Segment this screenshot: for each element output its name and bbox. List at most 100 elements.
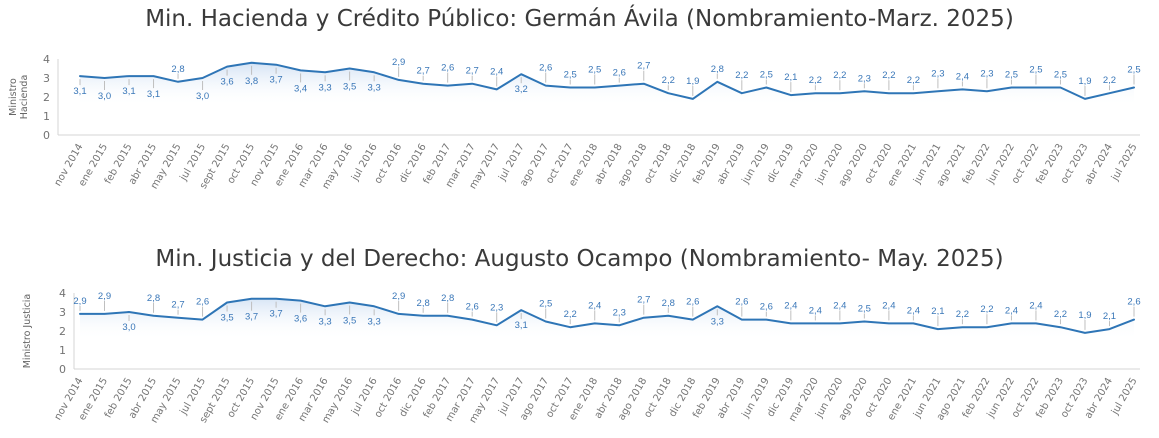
y-axis-tick-label: 0 [59,363,66,376]
data-point-label: 2,7 [637,61,650,72]
data-point-label: 2,4 [833,300,846,311]
data-point-label: 3,3 [368,316,381,327]
data-point-label: 2,6 [539,63,552,74]
data-point-label: 2,2 [980,304,993,315]
data-point-label: 3,2 [515,84,528,95]
data-point-label: 2,4 [956,71,969,82]
data-point-label: 2,5 [760,70,773,81]
data-point-label: 3,1 [73,86,86,97]
data-point-label: 2,2 [956,309,969,320]
data-point-label: 2,8 [171,64,184,75]
data-point-label: 2,4 [784,300,797,311]
data-point-label: 2,4 [490,66,503,77]
y-axis-tick-label: 2 [43,91,50,104]
data-point-label: 3,8 [245,76,258,87]
data-point-label: 3,5 [220,313,233,324]
data-point-label: 3,5 [343,316,356,327]
data-point-label: 2,3 [490,302,503,313]
data-point-label: 2,7 [417,66,430,77]
data-point-label: 2,6 [1127,297,1140,308]
data-point-label: 2,9 [392,291,405,302]
data-point-label: 2,7 [637,295,650,306]
data-point-label: 2,4 [809,305,822,316]
data-point-label: 3,3 [319,82,332,93]
data-point-label: 1,9 [1078,76,1091,87]
y-axis-tick-label: 2 [59,325,66,338]
justicia-chart: Min. Justicia y del Derecho: Augusto Oca… [0,219,1159,438]
data-point-label: 2,9 [98,291,111,302]
data-point-label: 2,7 [171,300,184,311]
data-point-label: 2,1 [784,72,797,83]
data-point-label: 2,2 [882,70,895,81]
data-point-label: 2,2 [1054,309,1067,320]
data-point-label: 2,2 [662,75,675,86]
series-line [79,297,1135,334]
data-point-label: 3,7 [269,309,282,320]
y-axis-title: Hacienda [19,75,30,120]
data-point-label: 2,4 [588,300,601,311]
data-point-label: 2,6 [735,297,748,308]
data-point-label: 2,2 [833,70,846,81]
data-point-label: 3,1 [515,320,528,331]
series-area-fill [80,298,1134,369]
data-point-label: 2,3 [931,68,944,79]
data-point-label: 2,3 [980,68,993,79]
data-point-label: 2,8 [417,298,430,309]
hacienda-chart-title: Min. Hacienda y Crédito Público: Germán … [145,6,1014,32]
data-point-label: 2,6 [760,302,773,313]
data-point-label: 2,1 [1103,311,1116,322]
data-point-label: 2,6 [686,297,699,308]
y-axis-tick-label: 4 [43,53,50,66]
data-point-label: 3,6 [220,77,233,88]
data-point-label: 2,5 [1054,70,1067,81]
data-point-label: 2,8 [441,293,454,304]
data-point-label: 2,8 [662,298,675,309]
data-point-label: 2,9 [73,296,86,307]
data-point-label: 3,3 [368,82,381,93]
data-point-label: 3,6 [294,314,307,325]
data-point-label: 2,6 [613,68,626,79]
data-point-label: 2,3 [858,73,871,84]
data-point-label: 3,1 [122,86,135,97]
data-point-label: 2,5 [564,70,577,81]
y-axis-tick-label: 3 [43,72,50,85]
data-point-label: 3,0 [98,91,111,102]
data-point-label: 2,5 [1029,65,1042,76]
data-point-label: 2,9 [392,57,405,68]
data-point-label: 2,5 [539,299,552,310]
y-axis-tick-label: 3 [59,306,66,319]
data-point-label: 2,6 [466,302,479,313]
data-point-label: 1,9 [686,76,699,87]
data-point-label: 2,2 [809,75,822,86]
data-point-label: 3,0 [196,91,209,102]
data-point-label: 2,2 [907,75,920,86]
data-point-label: 3,3 [711,316,724,327]
data-point-label: 3,4 [294,83,307,94]
justicia-chart-title: Min. Justicia y del Derecho: Augusto Oca… [155,246,1004,272]
data-point-label: 2,5 [588,65,601,76]
y-axis-tick-label: 1 [43,110,50,123]
data-point-label: 2,4 [1005,305,1018,316]
data-point-label: 2,3 [613,307,626,318]
hacienda-chart: Min. Hacienda y Crédito Público: Germán … [8,6,1141,191]
data-point-label: 3,1 [147,89,160,100]
series-line [79,61,1135,100]
y-axis-tick-label: 0 [43,129,50,142]
data-point-label: 3,5 [343,82,356,93]
data-point-label: 2,4 [907,305,920,316]
data-point-label: 1,9 [1078,310,1091,321]
y-axis-tick-label: 4 [59,287,66,300]
data-point-label: 2,5 [1127,65,1140,76]
data-point-label: 3,7 [269,75,282,86]
data-point-label: 2,6 [196,297,209,308]
data-point-label: 2,5 [1005,70,1018,81]
data-point-label: 2,4 [1029,300,1042,311]
y-axis-title: Ministro Justicia [22,294,33,369]
y-axis-tick-label: 1 [59,344,66,357]
data-point-label: 2,1 [931,306,944,317]
data-point-label: 2,8 [711,64,724,75]
series-area-fill [80,62,1134,135]
